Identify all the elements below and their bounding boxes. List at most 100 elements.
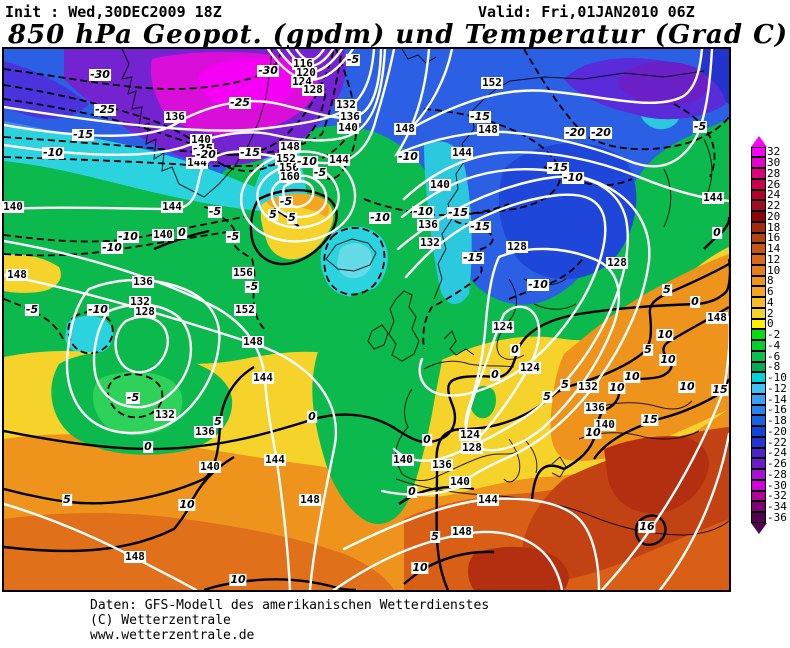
colorbar-swatch (751, 307, 766, 319)
colorbar-row: 32 (751, 146, 789, 158)
colorbar-value-label: -12 (767, 381, 787, 395)
colorbar-value-label: 6 (767, 285, 774, 299)
colorbar-row: -6 (751, 351, 789, 362)
colorbar-row: 18 (751, 222, 789, 233)
colorbar-swatch (751, 318, 766, 330)
colorbar-row: 10 (751, 265, 789, 276)
colorbar-swatch (751, 275, 766, 287)
website-url: www.wetterzentrale.de (90, 628, 255, 643)
colorbar-swatch (751, 372, 766, 383)
colorbar-swatch (751, 200, 766, 211)
colorbar-row: -36 (751, 510, 789, 524)
colorbar-swatch (751, 178, 766, 190)
colorbar-arrow-down-icon (751, 523, 767, 535)
colorbar-value-label: 28 (767, 166, 781, 180)
copyright-credit: (C) Wetterzentrale (90, 613, 231, 628)
colorbar-value-label: -22 (767, 435, 787, 449)
colorbar-swatch (751, 361, 766, 373)
colorbar-swatch (751, 340, 766, 351)
colorbar-value-label: 16 (767, 231, 781, 245)
colorbar-swatch (751, 264, 766, 276)
colorbar-swatch (751, 447, 766, 459)
colorbar-row: 26 (751, 179, 789, 190)
map-canvas (4, 49, 729, 590)
colorbar-row: 4 (751, 295, 789, 309)
init-time-label: Init : Wed,30DEC2009 18Z (5, 3, 222, 21)
colorbar-value-label: 20 (767, 209, 781, 223)
colorbar-swatch (751, 211, 766, 222)
colorbar-value-label: -28 (767, 467, 787, 481)
colorbar-swatch (751, 436, 766, 448)
colorbar-swatch (751, 404, 766, 416)
colorbar-row: -20 (751, 424, 789, 438)
colorbar-row: -10 (751, 371, 789, 385)
colorbar-swatch (751, 490, 766, 502)
colorbar-swatch (751, 383, 766, 394)
colorbar-swatch (751, 426, 766, 437)
colorbar-value-label: -6 (767, 349, 781, 363)
colorbar-row: 0 (751, 317, 789, 331)
colorbar-value-label: 30 (767, 156, 781, 170)
colorbar-row: 28 (751, 166, 789, 180)
colorbar-row: 16 (751, 231, 789, 245)
colorbar-value-label: 12 (767, 252, 781, 266)
colorbar-swatch (751, 243, 766, 254)
colorbar-value-label: 26 (767, 177, 781, 191)
colorbar-value-label: 4 (767, 295, 774, 309)
colorbar-value-label: -20 (767, 424, 787, 438)
colorbar-row: 8 (751, 274, 789, 288)
colorbar-swatch (751, 189, 766, 201)
colorbar-row: -28 (751, 467, 789, 481)
colorbar-value-label: -36 (767, 510, 787, 524)
colorbar-value-label: 24 (767, 188, 781, 202)
colorbar-swatch (751, 297, 766, 308)
colorbar-row: -14 (751, 394, 789, 405)
colorbar-swatch (751, 254, 766, 265)
colorbar-row: -18 (751, 414, 789, 428)
temperature-colorbar: 32 30 28 26 24 22 20 18 16 14 12 10 8 6 4 2 0 -2 -4 -6 -8 -10… (751, 136, 789, 535)
colorbar-value-label: -18 (767, 414, 787, 428)
colorbar-swatch (751, 469, 766, 480)
colorbar-value-label: -2 (767, 328, 781, 342)
colorbar-scale: 32 30 28 26 24 22 20 18 16 14 12 10 8 6 4 2 0 -2 -4 -6 -8 -10… (751, 146, 789, 524)
colorbar-value-label: -32 (767, 489, 787, 503)
colorbar-row: -8 (751, 361, 789, 373)
colorbar-value-label: 8 (767, 274, 774, 288)
colorbar-swatch (751, 329, 766, 340)
colorbar-value-label: -10 (767, 371, 787, 385)
colorbar-row: -4 (751, 340, 789, 352)
colorbar-row: 30 (751, 156, 789, 170)
colorbar-swatch (751, 501, 766, 512)
colorbar-row: -12 (751, 381, 789, 395)
colorbar-value-label: -34 (767, 500, 787, 514)
colorbar-value-label: -14 (767, 392, 787, 406)
colorbar-row: 2 (751, 308, 789, 319)
colorbar-row: 14 (751, 242, 789, 256)
colorbar-swatch (751, 393, 766, 405)
colorbar-swatch (751, 415, 766, 426)
colorbar-row: -2 (751, 328, 789, 342)
colorbar-swatch (751, 221, 766, 233)
colorbar-row: -34 (751, 500, 789, 514)
colorbar-value-label: 14 (767, 242, 781, 256)
colorbar-swatch (751, 146, 766, 158)
colorbar-row: -24 (751, 447, 789, 459)
colorbar-swatch (751, 512, 766, 523)
colorbar-swatch (751, 458, 766, 469)
colorbar-swatch (751, 479, 766, 491)
colorbar-value-label: 2 (767, 306, 774, 320)
colorbar-row: 24 (751, 188, 789, 202)
geopotential-contours (4, 49, 729, 590)
colorbar-row: 22 (751, 200, 789, 212)
colorbar-row: 20 (751, 209, 789, 223)
colorbar-value-label: 10 (767, 263, 781, 277)
weather-map (2, 47, 731, 592)
colorbar-value-label: 18 (767, 220, 781, 234)
valid-time-label: Valid: Fri,01JAN2010 06Z (478, 3, 695, 21)
data-source-credit: Daten: GFS-Modell des amerikanischen Wet… (90, 598, 490, 613)
colorbar-value-label: 0 (767, 317, 774, 331)
colorbar-row: -30 (751, 480, 789, 491)
colorbar-swatch (751, 157, 766, 168)
colorbar-swatch (751, 286, 766, 297)
